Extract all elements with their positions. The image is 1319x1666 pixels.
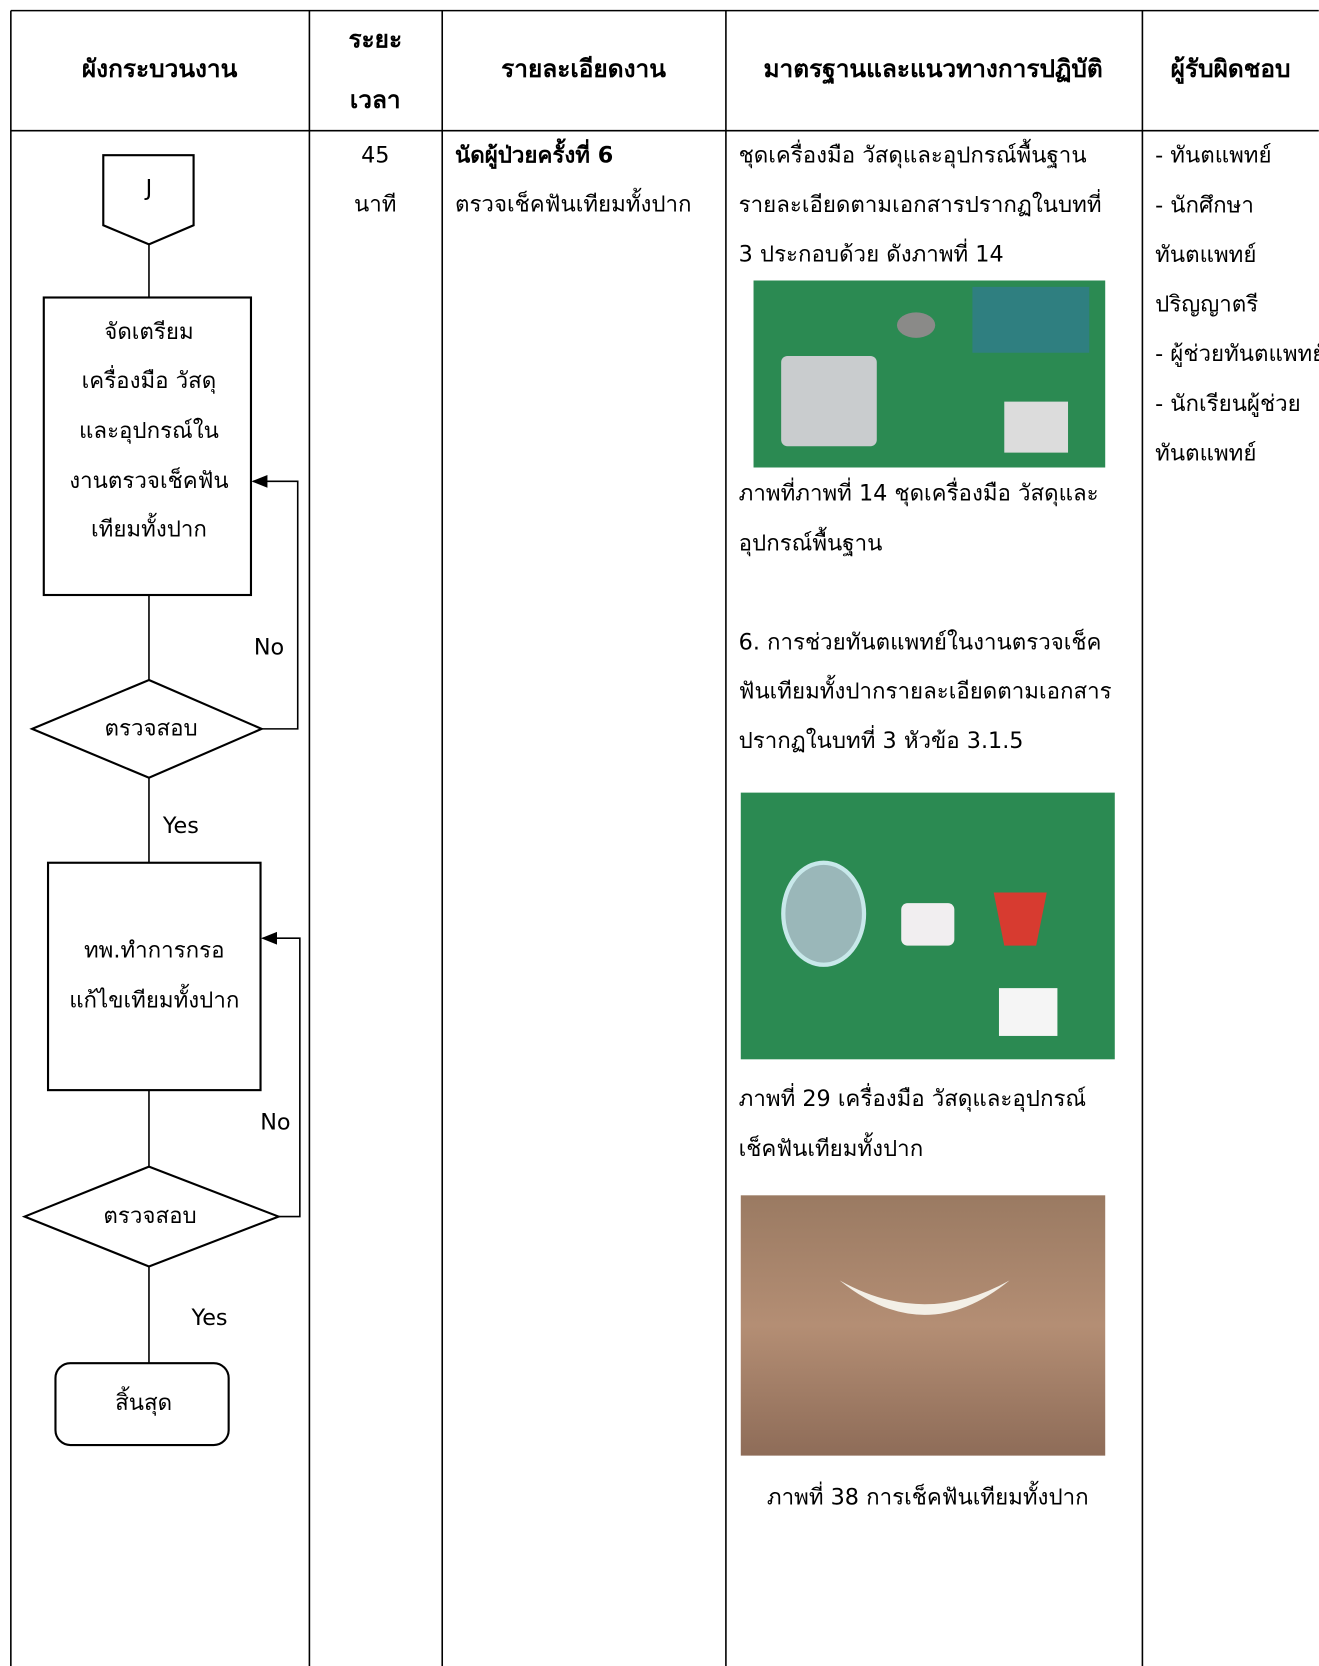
responsible: - นักเรียนผู้ช่วย <box>1155 391 1301 417</box>
node-label: และอุปกรณ์ใน <box>79 418 219 444</box>
standards-text: 3 ประกอบด้วย ดังภาพที่ 14 <box>739 239 1004 268</box>
node-label: แก้ไขเทียมทั้งปาก <box>69 983 239 1013</box>
header-cell: เวลา <box>350 85 401 114</box>
node-label: J <box>144 176 153 202</box>
photo-denture-check <box>740 1195 1106 1456</box>
standards-text: ฟันเทียมทั้งปากรายละเอียดตามเอกสาร <box>739 675 1112 705</box>
connector <box>102 154 195 246</box>
responsible: - ผู้ช่วยทันตแพทย์ <box>1155 341 1319 367</box>
details: ตรวจเช็คฟันเทียมทั้งปาก <box>455 188 692 218</box>
standards-text: รายละเอียดตามเอกสารปรากฏในบทที่ <box>739 189 1102 218</box>
caption: อุปกรณ์พื้นฐาน <box>739 527 883 557</box>
node-label: เครื่องมือ วัสดุ <box>82 365 217 394</box>
photos <box>740 280 1115 1456</box>
node-label: ทพ.ทำการกรอ <box>84 937 225 963</box>
process-box <box>46 861 262 1092</box>
header-cell: ผู้รับผิดชอบ <box>1171 54 1291 84</box>
terminator <box>54 1362 230 1447</box>
node-label: ตรวจสอบ <box>103 1203 196 1229</box>
standards-text: ปรากฏในบทที่ 3 หัวข้อ 3.1.5 <box>739 725 1024 754</box>
time: 45 <box>361 143 389 169</box>
caption: เช็คฟันเทียมทั้งปาก <box>739 1132 924 1162</box>
responsible: - นักศึกษา <box>1155 192 1254 218</box>
edge-label: No <box>260 1110 290 1136</box>
caption: ภาพที่ 29 เครื่องมือ วัสดุและอุปกรณ์ <box>739 1083 1086 1112</box>
header-cell: ผังกระบวนงาน <box>82 54 238 83</box>
process-box <box>42 296 253 597</box>
responsible: - ทันตแพทย์ <box>1155 143 1271 169</box>
node-label: สิ้นสุด <box>115 1386 172 1416</box>
standards-text: 6. การช่วยทันตแพทย์ในงานตรวจเช็ค <box>739 627 1102 655</box>
caption: ภาพที่ภาพที่ 14 ชุดเครื่องมือ วัสดุและ <box>739 478 1099 507</box>
header-cell: มาตรฐานและแนวทางการปฏิบัติ <box>763 54 1102 85</box>
caption: ภาพที่ 38 การเช็คฟันเทียมทั้งปาก <box>767 1481 1089 1511</box>
edge-label: Yes <box>191 1305 228 1331</box>
responsible: ทันตแพทย์ <box>1155 242 1256 268</box>
node-label: ตรวจสอบ <box>104 715 197 741</box>
flowchart <box>21 154 301 1447</box>
header-cell: ระยะ <box>348 24 402 53</box>
responsible: ทันตแพทย์ <box>1155 440 1256 466</box>
edge-label: Yes <box>162 813 199 839</box>
table-grid <box>10 9 1319 1666</box>
header-cell: รายละเอียดงาน <box>501 54 666 83</box>
node-label: เทียมทั้งปาก <box>91 513 207 543</box>
standards-text: ชุดเครื่องมือ วัสดุและอุปกรณ์พื้นฐาน <box>739 139 1087 169</box>
details-heading: นัดผู้ป่วยครั้งที่ 6 <box>455 138 613 170</box>
node-label: จัดเตรียม <box>104 319 193 345</box>
edge-label: No <box>254 635 284 661</box>
node-label: งานตรวจเช็คฟัน <box>69 466 228 494</box>
responsible: ปริญญาตรี <box>1155 292 1258 318</box>
time: นาที <box>354 192 396 218</box>
